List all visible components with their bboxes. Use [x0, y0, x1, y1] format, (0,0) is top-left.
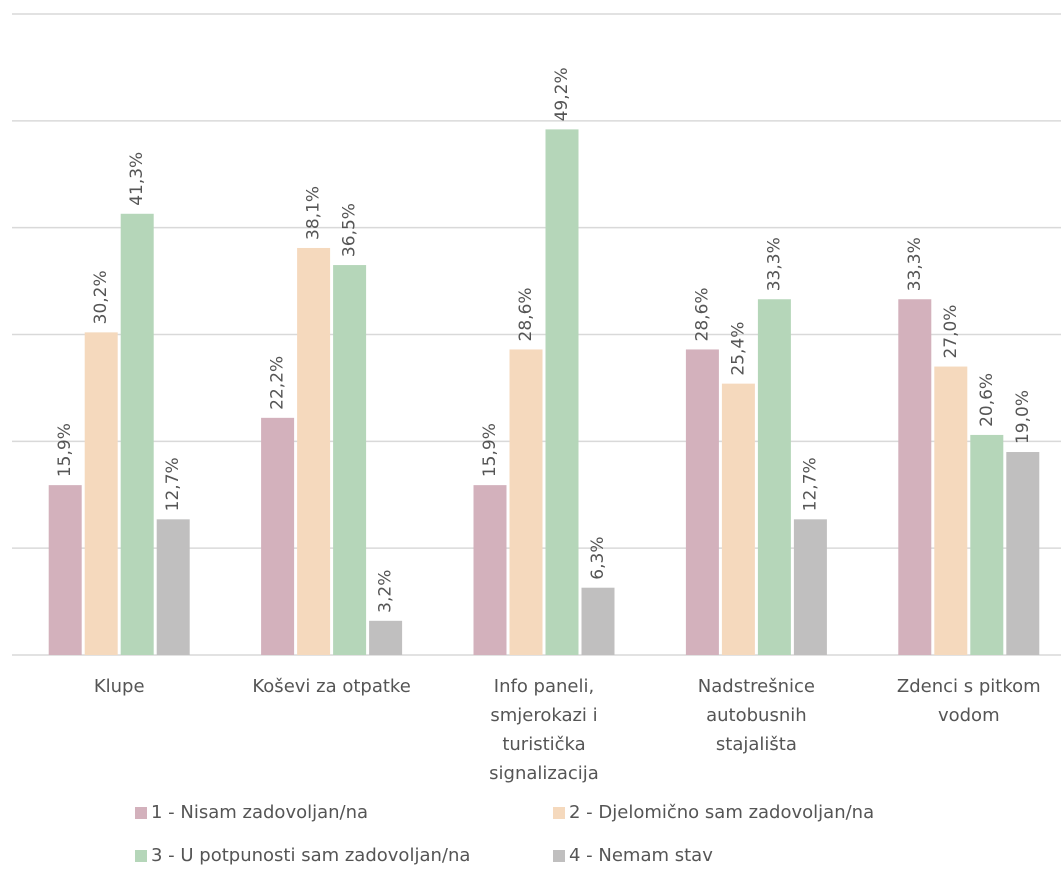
value-label: 15,9% [480, 423, 500, 477]
bar [48, 485, 82, 655]
value-label: 25,4% [728, 322, 748, 376]
bar [970, 434, 1004, 655]
legend-item: 3 - U potpunosti sam zadovoljan/na [135, 845, 470, 866]
x-tick-label: Zdenci s pitkom vodom [896, 676, 1041, 726]
bar [509, 349, 543, 655]
bar [685, 349, 719, 655]
legend-label: 2 - Djelomično sam zadovoljan/na [569, 802, 875, 823]
value-label: 49,2% [552, 67, 572, 121]
x-tick-label: Nadstrešnice autobusnih stajališta [697, 676, 815, 755]
value-label: 22,2% [268, 356, 288, 410]
bar [156, 519, 190, 655]
value-label: 41,3% [127, 152, 147, 206]
bar [757, 299, 791, 655]
legend-label: 4 - Nemam stav [569, 845, 713, 866]
value-label: 6,3% [588, 536, 608, 579]
value-label: 30,2% [91, 270, 111, 324]
x-tick-label: Klupe [93, 676, 145, 697]
legend-swatch [135, 806, 147, 819]
legend-label: 3 - U potpunosti sam zadovoljan/na [151, 845, 471, 866]
legend-swatch [553, 806, 565, 819]
bar [721, 383, 755, 655]
bar [297, 247, 331, 655]
legend-item: 4 - Nemam stav [553, 845, 713, 866]
legend-swatch [553, 849, 565, 862]
value-label: 12,7% [800, 457, 820, 511]
legend-label: 1 - Nisam zadovoljan/na [151, 802, 369, 823]
value-label: 20,6% [977, 373, 997, 427]
value-label: 33,3% [764, 237, 784, 291]
x-tick-label: Koševi za otpatke [252, 676, 411, 697]
value-label: 38,1% [304, 186, 324, 240]
bar [120, 213, 154, 656]
value-label: 28,6% [692, 287, 712, 341]
bar [333, 265, 367, 655]
legend-item: 2 - Djelomično sam zadovoljan/na [553, 802, 874, 823]
value-label: 33,3% [905, 237, 925, 291]
value-label: 27,0% [941, 305, 961, 359]
value-label: 19,0% [1013, 390, 1033, 444]
legend-swatch [135, 849, 147, 862]
value-label: 28,6% [516, 287, 536, 341]
value-label: 12,7% [163, 457, 183, 511]
bar [898, 299, 932, 655]
bar [934, 366, 968, 655]
bar [793, 519, 827, 655]
legend-item: 1 - Nisam zadovoljan/na [135, 802, 368, 823]
bar [369, 620, 403, 655]
bar [473, 485, 507, 655]
bar [581, 587, 615, 655]
bar [1006, 452, 1040, 655]
value-label: 15,9% [55, 423, 75, 477]
x-tick-label: Info paneli, smjerokazi i turistička sig… [489, 676, 599, 784]
bar [545, 129, 579, 655]
value-label: 3,2% [376, 570, 396, 613]
value-label: 36,5% [340, 203, 360, 257]
bar [84, 332, 118, 655]
bar [261, 417, 295, 655]
